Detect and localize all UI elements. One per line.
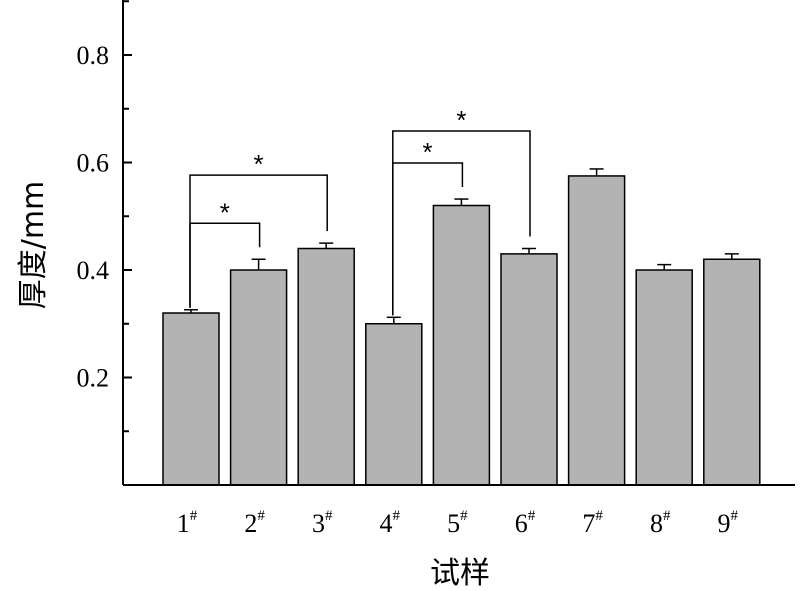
- bar: [229, 269, 288, 486]
- bar: [635, 269, 693, 486]
- significance-star: *: [220, 197, 230, 227]
- x-category-label: 5#: [447, 508, 468, 538]
- y-tick-label: 0.6: [77, 149, 110, 178]
- significance-star: *: [423, 137, 433, 167]
- bar: [432, 204, 491, 486]
- axes: [122, 0, 795, 486]
- significance-star: *: [456, 105, 466, 135]
- x-category-label: 3#: [312, 508, 333, 538]
- bar: [703, 258, 761, 486]
- bar: [297, 247, 355, 486]
- bar: [162, 312, 220, 486]
- y-tick-label: 0.4: [77, 256, 110, 285]
- x-category-label: 6#: [515, 508, 536, 538]
- y-ticks: 0.2 0.4 0.6 0.8: [77, 0, 132, 433]
- x-category-label: 4#: [380, 508, 401, 538]
- significance-bracket: [392, 130, 531, 316]
- significance-star: *: [254, 149, 264, 179]
- bars: [162, 175, 761, 486]
- x-category-labels: 1# 2# 3# 4# 5# 6# 7# 8# 9#: [177, 508, 739, 538]
- y-tick-label: 0.2: [77, 364, 110, 393]
- significance-brackets: * * * *: [189, 105, 531, 316]
- x-category-label: 7#: [582, 508, 603, 538]
- x-category-label: 1#: [177, 508, 198, 538]
- y-tick-label: 0.8: [77, 41, 110, 70]
- x-category-label: 2#: [244, 508, 265, 538]
- x-axis-title: 试样: [430, 556, 490, 591]
- bar: [567, 175, 626, 486]
- bar: [500, 253, 558, 486]
- significance-bracket: [189, 174, 328, 308]
- error-bars: [184, 168, 739, 324]
- y-axis-title: 厚度/mm: [16, 181, 51, 310]
- x-category-label: 9#: [718, 508, 739, 538]
- x-category-label: 8#: [650, 508, 671, 538]
- bar: [365, 323, 423, 486]
